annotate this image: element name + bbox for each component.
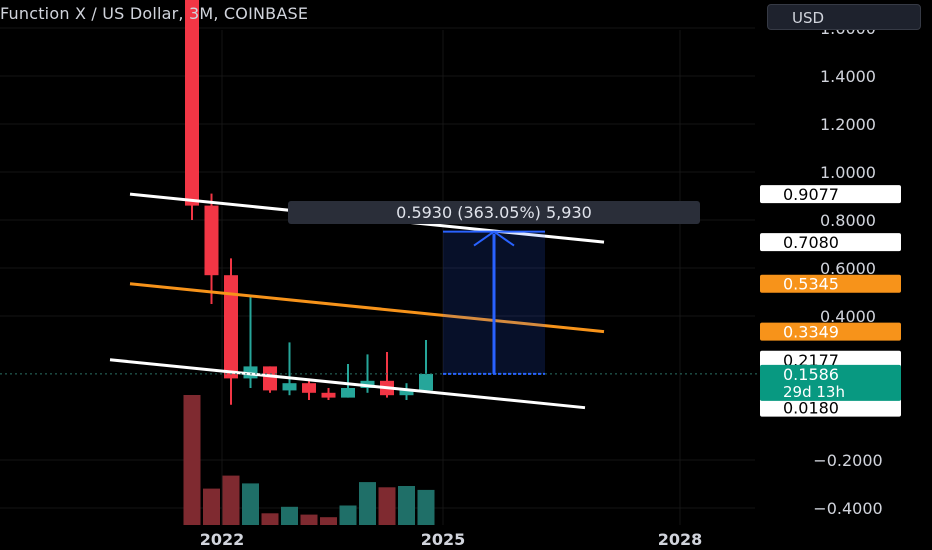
price-tag-bg — [760, 233, 901, 252]
volume-bar — [417, 489, 435, 525]
candle-body — [263, 366, 277, 391]
price-tick-label: −0.4000 — [813, 499, 882, 518]
chart-title: Function X / US Dollar, 3M, COINBASE — [0, 4, 309, 23]
candle-body — [282, 383, 297, 391]
candles — [185, 0, 433, 405]
price-tag-label: 0.9077 — [783, 185, 839, 204]
volume-bar — [281, 506, 298, 525]
price-tick-label: −0.2000 — [813, 451, 882, 470]
volume-bar — [398, 486, 415, 525]
price-tag-bg — [760, 350, 901, 369]
price-tag-label: 0.7080 — [783, 233, 839, 252]
price-tag-bg — [760, 398, 901, 417]
candle-body — [224, 275, 238, 379]
last-price-label: 0.1586 — [783, 365, 839, 384]
volume-bar — [203, 488, 220, 525]
volume-bar — [183, 395, 201, 525]
price-tick-label: 0.8000 — [820, 211, 876, 230]
price-tick-label: 1.2000 — [820, 115, 876, 134]
mid-trend-line — [129, 282, 605, 334]
candle-body — [341, 388, 355, 398]
price-tag-label: 0.0180 — [783, 399, 839, 418]
bar-countdown-label: 29d 13h — [783, 383, 845, 401]
price-axis: 1.60001.40001.20001.00000.80000.60000.40… — [813, 19, 882, 518]
lower-channel-line — [109, 358, 586, 410]
price-tag-bg — [760, 185, 901, 204]
volume-bar — [222, 475, 240, 525]
trend-drawings: 0.5930 (363.05%) 5,930 — [0, 192, 760, 410]
price-tag-bg — [760, 274, 901, 293]
price-tick-label: 1.0000 — [820, 163, 876, 182]
candle-body — [419, 373, 433, 391]
volume-bar — [261, 513, 279, 525]
price-tag-bg — [760, 322, 901, 341]
time-tick-label: 2022 — [200, 530, 245, 549]
currency-button[interactable]: USD — [767, 4, 921, 30]
price-tick-label: 0.4000 — [820, 307, 876, 326]
volume-bars — [183, 395, 435, 525]
volume-bar — [339, 505, 357, 525]
price-tags: 0.90770.70800.53450.33490.21770.01800.15… — [760, 185, 901, 418]
chart-grid — [0, 27, 755, 525]
measure-label-bg — [288, 201, 700, 224]
volume-bar — [359, 482, 376, 525]
measure-arrow-head — [473, 230, 515, 247]
candle-body — [185, 0, 199, 206]
volume-bar — [242, 483, 259, 525]
time-tick-label: 2025 — [421, 530, 466, 549]
time-axis: 2022 2025 2028 — [200, 530, 703, 549]
measure-label: 0.5930 (363.05%) 5,930 — [396, 203, 592, 222]
last-price-tag-bg — [760, 364, 901, 401]
candle-body — [399, 390, 414, 396]
candle-body — [302, 383, 316, 393]
price-tag-label: 0.3349 — [783, 323, 839, 342]
volume-bar — [378, 487, 396, 525]
candle-body — [204, 205, 219, 276]
candle-body — [321, 392, 336, 398]
price-tick-label: 1.4000 — [820, 67, 876, 86]
price-tick-label: 0.6000 — [820, 259, 876, 278]
volume-bar — [300, 514, 318, 525]
price-tag-label: 0.5345 — [783, 275, 839, 294]
volume-bar — [320, 517, 337, 525]
time-tick-label: 2028 — [658, 530, 703, 549]
